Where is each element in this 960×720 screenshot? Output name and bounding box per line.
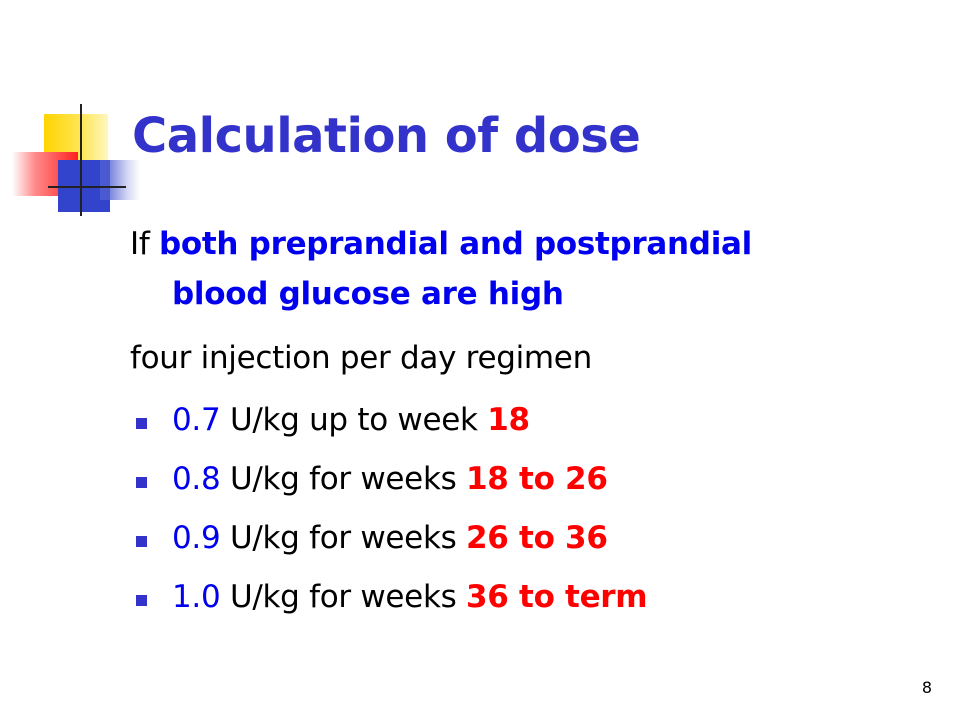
vertical-line-decoration [80, 104, 82, 216]
slide-title: Calculation of dose [132, 108, 641, 164]
dose-text: U/kg for weeks [220, 579, 467, 615]
square-bullet-icon [136, 595, 147, 606]
list-item: 0.9 U/kg for weeks 26 to 36 [136, 520, 647, 579]
weeks-value: 18 [487, 402, 530, 438]
intro-prefix: If [130, 226, 160, 262]
dose-text: U/kg up to week [220, 402, 488, 438]
page-number: 8 [921, 678, 932, 697]
horizontal-line-decoration [48, 186, 126, 188]
intro-line-2: blood glucose are high [172, 276, 564, 312]
weeks-value: 18 to 26 [466, 461, 608, 497]
dose-text: U/kg for weeks [220, 461, 467, 497]
dose-value: 0.9 [172, 520, 221, 556]
square-bullet-icon [136, 477, 147, 488]
dose-value: 1.0 [172, 579, 221, 615]
square-bullet-icon [136, 418, 147, 429]
dose-list: 0.7 U/kg up to week 18 0.8 U/kg for week… [136, 402, 648, 638]
list-item: 1.0 U/kg for weeks 36 to term [136, 579, 648, 638]
list-item: 0.7 U/kg up to week 18 [136, 402, 647, 461]
regimen-text: four injection per day regimen [130, 340, 592, 376]
blue-fade-decoration [100, 160, 140, 200]
weeks-value: 26 to 36 [466, 520, 608, 556]
dose-text: U/kg for weeks [220, 520, 467, 556]
intro-highlight-2: blood glucose are high [172, 276, 564, 312]
intro-line-1: If both preprandial and postprandial [130, 226, 752, 262]
square-bullet-icon [136, 536, 147, 547]
dose-value: 0.8 [172, 461, 221, 497]
corner-decoration [0, 90, 140, 220]
list-item: 0.8 U/kg for weeks 18 to 26 [136, 461, 647, 520]
intro-highlight-1: both preprandial and postprandial [159, 226, 752, 262]
dose-value: 0.7 [172, 402, 221, 438]
weeks-value: 36 to term [466, 579, 648, 615]
